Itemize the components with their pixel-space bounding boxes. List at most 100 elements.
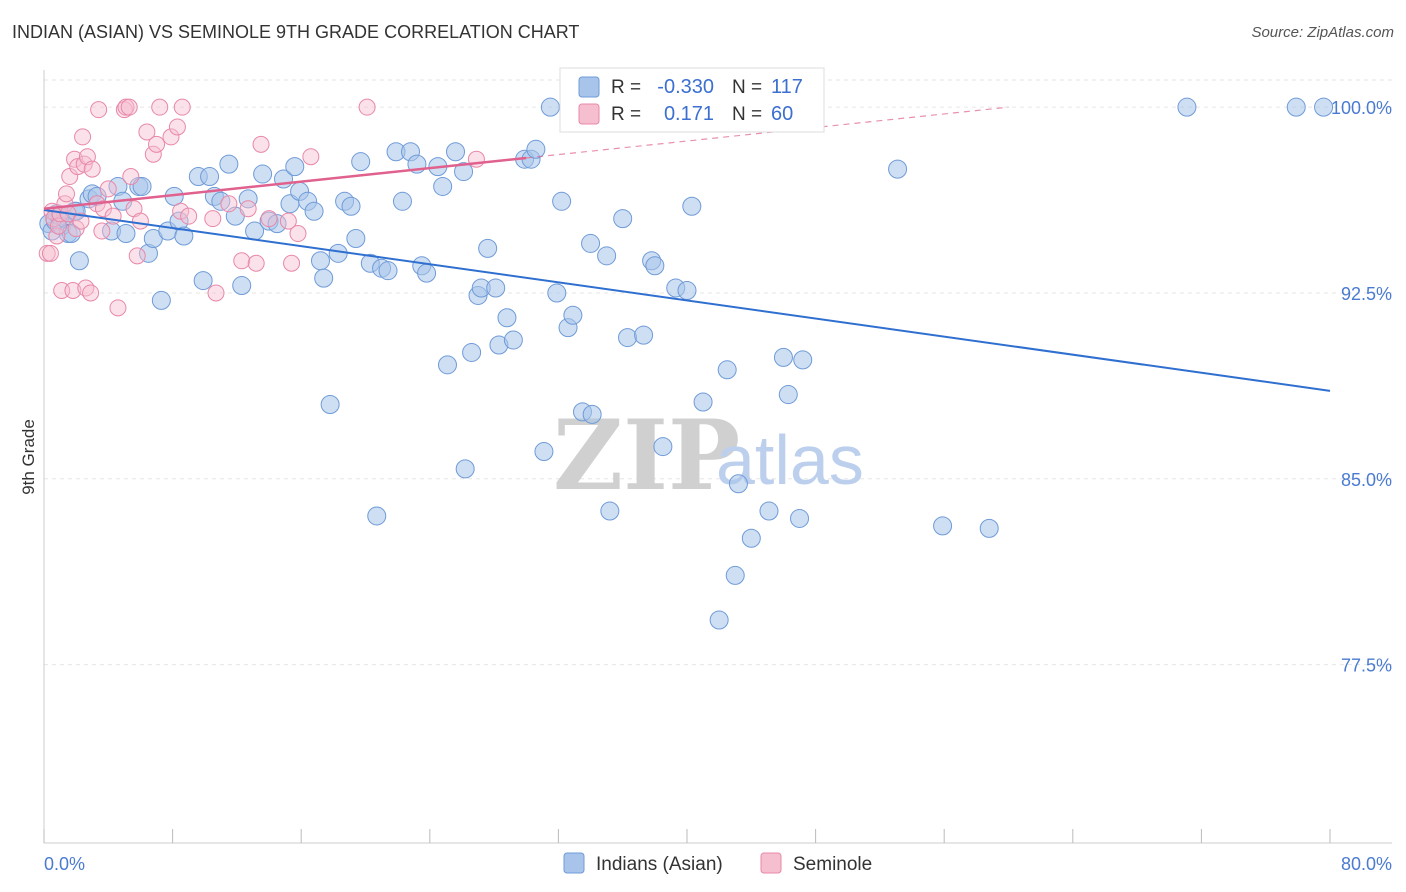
data-point-seminole [58, 185, 76, 203]
series-seminole-points [38, 98, 485, 317]
data-point-indians [793, 350, 813, 370]
data-point-indians [285, 157, 305, 177]
data-point-indians [132, 176, 152, 196]
data-point-indians [682, 196, 702, 216]
data-point-indians [341, 196, 361, 216]
data-point-seminole [279, 212, 297, 230]
data-point-indians [717, 360, 737, 380]
data-point-seminole [247, 254, 265, 272]
data-point-seminole [82, 284, 100, 302]
trend-lines [43, 106, 1331, 392]
data-point-seminole [302, 148, 320, 166]
data-point-indians [232, 276, 252, 296]
data-point-indians [1177, 97, 1197, 117]
x-tick-label-max: 80.0% [1341, 854, 1392, 874]
bottom-legend-seminole: Seminole [793, 854, 872, 875]
data-point-seminole [109, 299, 127, 317]
data-point-indians [328, 243, 348, 263]
x-tick-label-min: 0.0% [44, 854, 85, 874]
data-point-seminole [168, 118, 186, 136]
data-point-indians [534, 442, 554, 462]
data-point-indians [116, 224, 136, 244]
data-point-indians [219, 154, 239, 174]
data-point-indians [1286, 97, 1306, 117]
data-point-indians [346, 228, 366, 248]
data-point-seminole [64, 282, 82, 300]
data-point-seminole [283, 254, 301, 272]
data-point-seminole [207, 284, 225, 302]
y-axis-title: 9th Grade [19, 419, 38, 495]
legend-n-label-2: N = [732, 104, 762, 125]
data-point-seminole [49, 217, 67, 235]
data-point-seminole [151, 98, 169, 116]
correlation-legend: R = -0.330 N = 117 R = 0.171 N = 60 [559, 67, 825, 133]
data-point-indians [378, 261, 398, 281]
data-point-indians [600, 501, 620, 521]
data-point-indians [392, 191, 412, 211]
data-point-seminole [120, 98, 138, 116]
chart-title: INDIAN (ASIAN) VS SEMINOLE 9TH GRADE COR… [12, 22, 580, 42]
data-point-indians [497, 308, 517, 328]
data-point-seminole [74, 128, 92, 146]
data-point-seminole [93, 222, 111, 240]
data-point-indians [677, 281, 697, 301]
data-point-indians [437, 355, 457, 375]
data-point-indians [693, 392, 713, 412]
data-point-indians [174, 226, 194, 246]
data-point-indians [462, 342, 482, 362]
data-point-indians [759, 501, 779, 521]
data-point-indians [790, 508, 810, 528]
data-point-indians [69, 251, 89, 271]
data-point-indians [238, 189, 258, 209]
data-point-indians [200, 167, 220, 187]
data-point-seminole [104, 207, 122, 225]
data-point-indians [653, 437, 673, 457]
series-indians-points [39, 97, 1334, 630]
data-point-seminole [72, 212, 90, 230]
data-point-indians [253, 164, 273, 184]
data-point-indians [728, 474, 748, 494]
data-point-indians [320, 394, 340, 414]
data-point-seminole [180, 207, 198, 225]
data-point-seminole [115, 101, 133, 119]
data-point-indians [563, 305, 583, 325]
data-point-indians [304, 201, 324, 221]
data-point-indians [310, 251, 330, 271]
data-point-indians [503, 330, 523, 350]
data-point-indians [193, 271, 213, 291]
data-point-seminole [162, 128, 180, 146]
data-point-indians [552, 191, 572, 211]
legend-r-value-2: 0.171 [664, 103, 714, 125]
bottom-legend-indians: Indians (Asian) [596, 854, 723, 875]
data-point-seminole [99, 180, 117, 198]
data-point-indians [446, 142, 466, 162]
data-point-seminole [148, 135, 166, 153]
data-point-seminole [128, 247, 146, 265]
data-point-seminole [172, 202, 190, 220]
source-label: Source: ZipAtlas.com [1251, 24, 1394, 41]
data-point-seminole [83, 160, 101, 178]
data-point-seminole [144, 145, 162, 163]
legend-n-label-1: N = [732, 77, 762, 98]
data-point-indians [581, 233, 601, 253]
data-point-seminole [138, 123, 156, 141]
legend-n-value-2: 60 [771, 103, 793, 125]
trend-line-seminole [43, 156, 527, 210]
data-point-indians [433, 176, 453, 196]
data-point-indians [267, 214, 287, 234]
data-point-seminole [77, 279, 95, 297]
data-point-indians [645, 256, 665, 276]
data-point-indians [151, 290, 171, 310]
legend-box [559, 67, 825, 133]
data-point-seminole [131, 212, 149, 230]
data-point-seminole [173, 98, 191, 116]
data-point-indians [314, 268, 334, 288]
data-point-indians [367, 506, 387, 526]
data-point-indians [634, 325, 654, 345]
data-point-indians [540, 97, 560, 117]
gridlines [44, 79, 1392, 666]
data-point-indians [888, 159, 908, 179]
legend-swatch-pink [578, 103, 600, 125]
x-ticks [43, 829, 1331, 843]
